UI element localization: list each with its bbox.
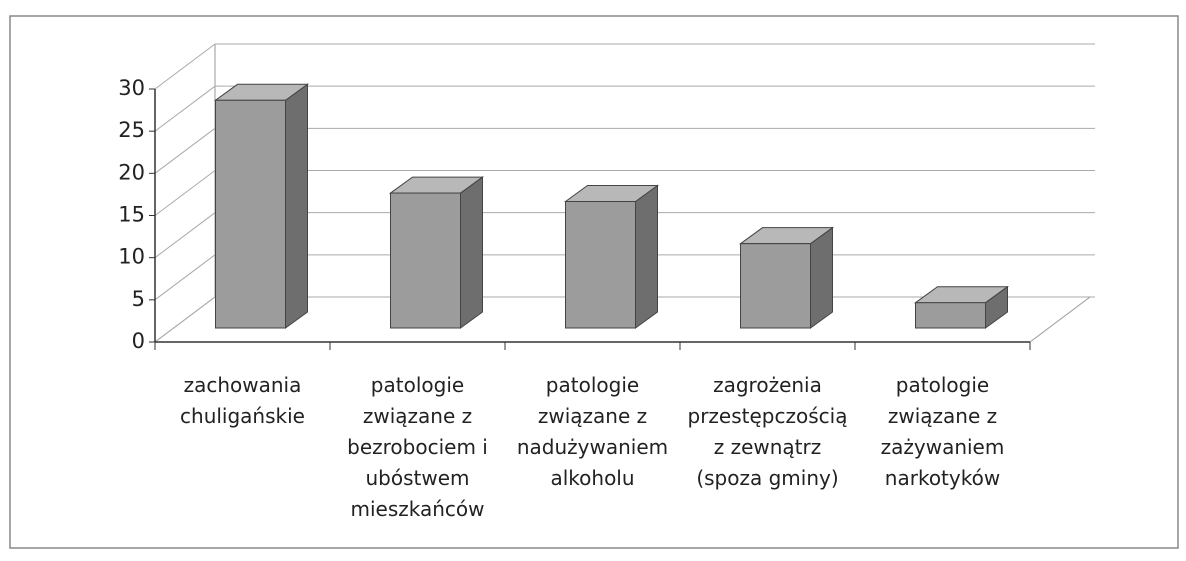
y-tick-label: 15 bbox=[118, 203, 145, 227]
bar bbox=[215, 99, 286, 329]
grid-line bbox=[154, 43, 216, 90]
grid-line bbox=[154, 212, 216, 259]
bar-side bbox=[285, 83, 308, 329]
y-tick-label: 30 bbox=[118, 76, 145, 100]
grid-line bbox=[154, 127, 216, 174]
y-tick-label: 0 bbox=[132, 329, 145, 353]
y-tick-label: 5 bbox=[132, 287, 145, 311]
grid-line bbox=[154, 170, 216, 216]
y-tick-label: 20 bbox=[118, 160, 145, 184]
y-tick-label: 10 bbox=[118, 245, 145, 269]
x-tick-label: patologie związane z bezrobociem i ubóst… bbox=[347, 373, 488, 521]
x-tick-label: patologie związane z nadużywaniem alkoho… bbox=[516, 373, 669, 490]
bar bbox=[390, 192, 461, 329]
bar bbox=[915, 302, 986, 329]
bar bbox=[565, 201, 636, 329]
grid-line bbox=[154, 85, 216, 132]
chart-frame bbox=[9, 15, 1179, 549]
bar-side bbox=[460, 176, 483, 329]
y-tick-label: 25 bbox=[118, 118, 145, 142]
grid-line bbox=[154, 296, 216, 343]
bar bbox=[740, 243, 811, 329]
x-tick-label: zagrożenia przestępczością z zewnątrz (s… bbox=[687, 373, 848, 490]
grid-line bbox=[154, 254, 216, 301]
bar-side bbox=[635, 184, 658, 329]
bar-side bbox=[810, 226, 833, 329]
x-tick-label: zachowania chuligańskie bbox=[180, 373, 305, 428]
x-tick-label: patologie związane z zażywaniem narkotyk… bbox=[880, 373, 1005, 490]
